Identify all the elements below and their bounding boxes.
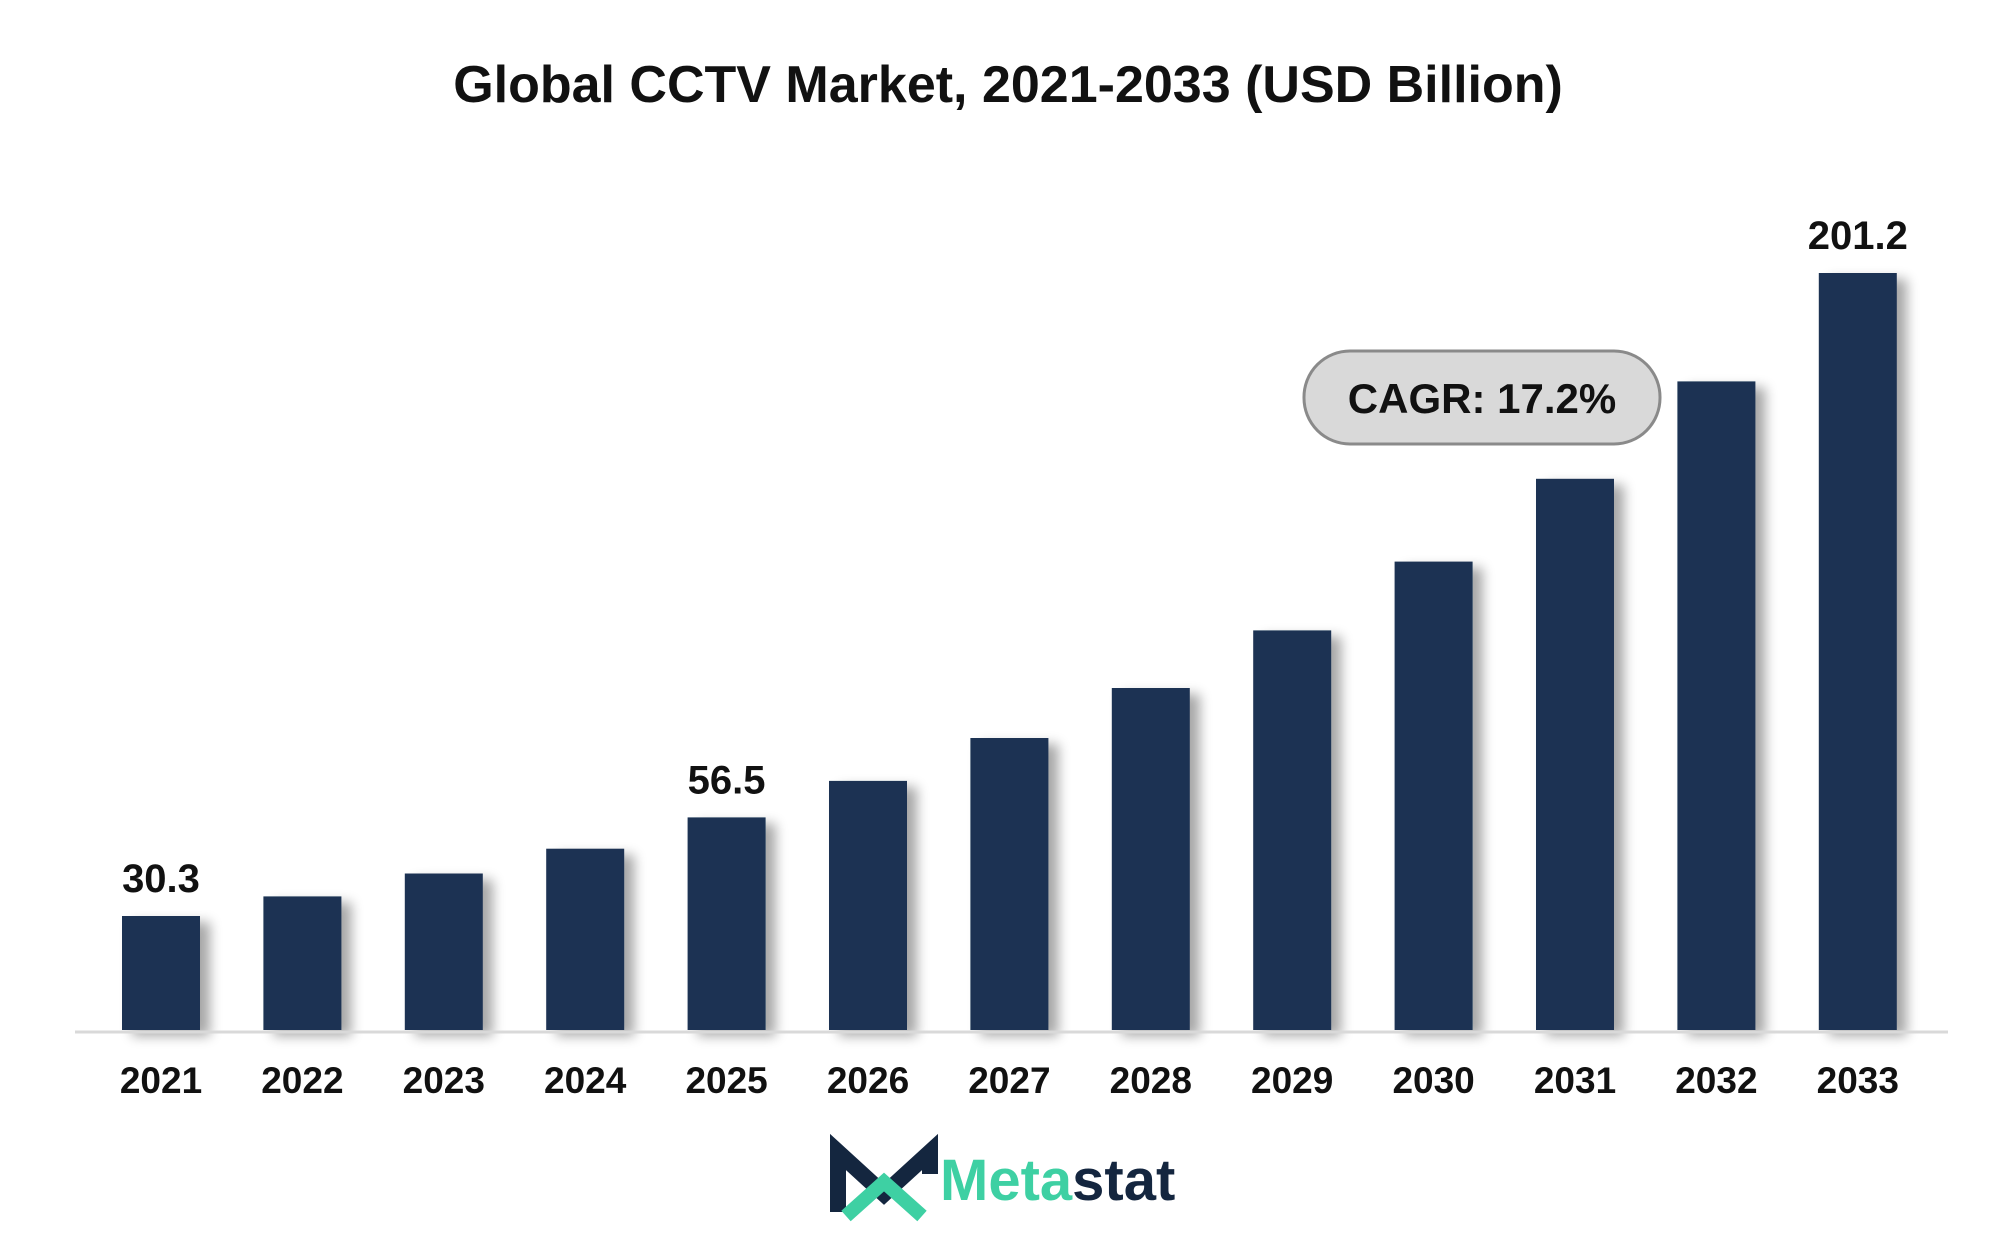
data-label-2021: 30.3 <box>122 857 200 901</box>
x-tick-label-2033: 2033 <box>1817 1060 1899 1101</box>
cagr-badge: CAGR: 17.2% <box>1302 349 1662 446</box>
bar-2025 <box>687 817 766 1030</box>
bar-2028 <box>1111 688 1190 1030</box>
bar-2033 <box>1818 273 1897 1030</box>
metastat-logo-mark-icon <box>830 1133 938 1222</box>
x-tick-label-2026: 2026 <box>827 1060 909 1101</box>
data-labels-layer: 30.3 56.5 201.2 <box>122 214 1908 901</box>
x-axis-ticks: 2021 2022 2023 2024 2025 2026 2027 2028 2029 2030… <box>120 1060 1899 1101</box>
x-tick-label-2027: 2027 <box>968 1060 1050 1101</box>
metastat-logo-text: Metastat <box>940 1148 1175 1213</box>
bar-2032 <box>1677 381 1756 1030</box>
x-tick-label-2024: 2024 <box>544 1060 627 1101</box>
metastat-logo-text-meta: Meta <box>940 1148 1073 1213</box>
x-tick-label-2023: 2023 <box>403 1060 485 1101</box>
x-tick-label-2030: 2030 <box>1392 1060 1474 1101</box>
bar-2024 <box>546 848 625 1030</box>
bar-2023 <box>404 873 483 1030</box>
x-tick-label-2021: 2021 <box>120 1060 202 1101</box>
cagr-badge-background <box>1302 349 1662 446</box>
bar-2026 <box>829 780 907 1030</box>
bar-2021 <box>122 916 200 1030</box>
x-tick-label-2025: 2025 <box>685 1060 767 1101</box>
bar-2030 <box>1394 561 1473 1030</box>
metastat-logo: Metastat <box>830 1133 1175 1222</box>
metastat-logo-text-stat: stat <box>1072 1148 1175 1213</box>
bar-2029 <box>1253 630 1332 1030</box>
x-tick-label-2032: 2032 <box>1675 1060 1757 1101</box>
x-tick-label-2028: 2028 <box>1110 1060 1192 1101</box>
data-label-2033: 201.2 <box>1808 214 1908 258</box>
bars-layer <box>122 273 1897 1030</box>
bar-2031 <box>1536 478 1614 1030</box>
x-tick-label-2029: 2029 <box>1251 1060 1333 1101</box>
bar-2027 <box>970 738 1049 1030</box>
bar-2022 <box>263 896 342 1030</box>
x-tick-label-2022: 2022 <box>261 1060 343 1101</box>
chart-title: Global CCTV Market, 2021-2033 (USD Billi… <box>453 56 1563 114</box>
x-tick-label-2031: 2031 <box>1534 1060 1616 1101</box>
cagr-badge-label: CAGR: 17.2% <box>1348 375 1616 422</box>
data-label-2025: 56.5 <box>688 758 766 802</box>
